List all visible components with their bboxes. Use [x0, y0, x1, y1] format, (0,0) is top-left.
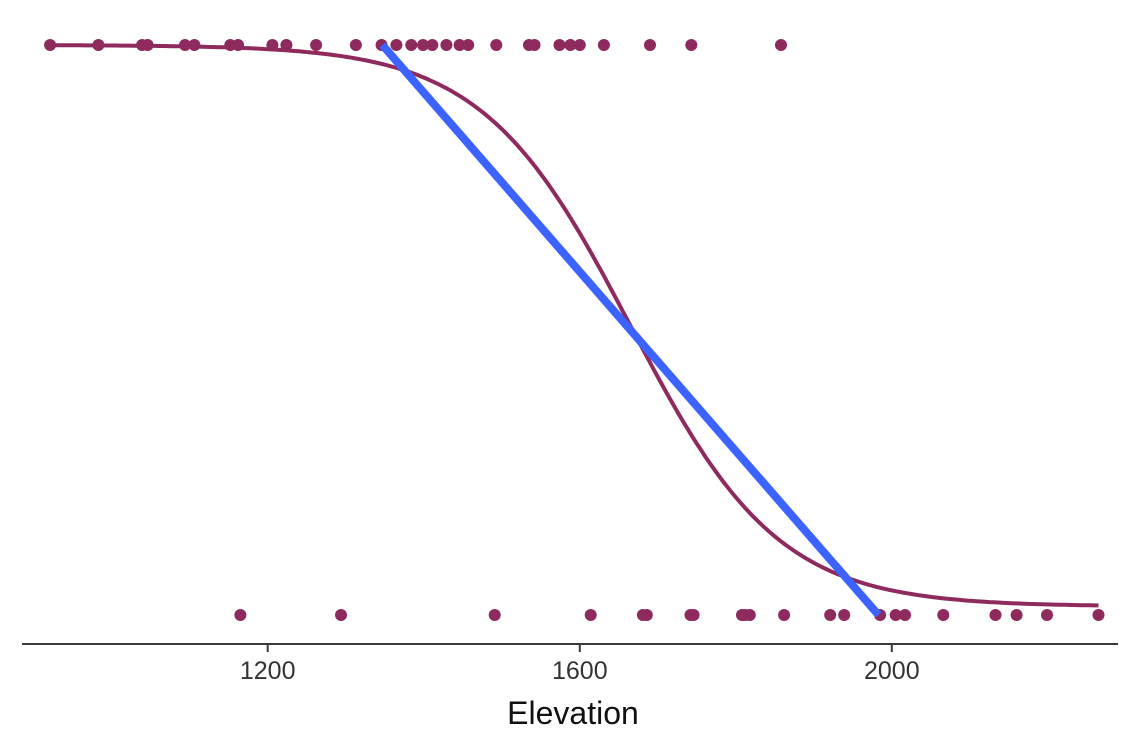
data-point: [989, 609, 1002, 621]
data-point: [1092, 609, 1105, 621]
data-point: [335, 609, 347, 621]
data-point: [644, 39, 656, 51]
x-axis-title: Elevation: [507, 695, 639, 731]
x-tick-label: 1600: [552, 657, 608, 685]
data-point: [597, 39, 610, 51]
data-point: [528, 39, 541, 51]
data-point: [426, 39, 439, 51]
data-point: [280, 39, 293, 51]
data-point: [553, 39, 566, 51]
data-point: [687, 609, 700, 621]
data-point: [778, 609, 791, 621]
logistic-fit-curve: [50, 43, 1099, 608]
data-point: [775, 39, 787, 51]
data-point: [573, 39, 586, 51]
data-point: [1010, 609, 1023, 621]
data-point: [310, 39, 323, 51]
data-point: [838, 609, 851, 621]
data-point: [462, 39, 475, 51]
tangent-line: [379, 42, 882, 618]
data-point: [417, 39, 429, 51]
data-point: [640, 609, 653, 621]
data-point: [889, 609, 902, 621]
data-point: [584, 609, 597, 621]
data-point: [564, 39, 577, 51]
data-point: [743, 609, 756, 621]
x-tick-label: 1200: [240, 657, 296, 685]
data-point: [824, 609, 837, 621]
data-point: [488, 609, 501, 621]
data-point: [685, 39, 698, 51]
data-point: [390, 39, 403, 51]
data-point: [349, 39, 362, 51]
data-point: [899, 609, 911, 621]
data-points: [44, 39, 1105, 621]
data-point: [440, 39, 453, 51]
data-point: [234, 609, 247, 621]
x-axis-ticks: 1200 1600 2000: [240, 644, 920, 685]
data-point: [453, 39, 466, 51]
x-tick-label: 2000: [864, 657, 920, 685]
data-point: [490, 39, 503, 51]
data-point: [405, 39, 418, 51]
data-point: [1041, 609, 1053, 621]
data-point: [937, 609, 950, 621]
